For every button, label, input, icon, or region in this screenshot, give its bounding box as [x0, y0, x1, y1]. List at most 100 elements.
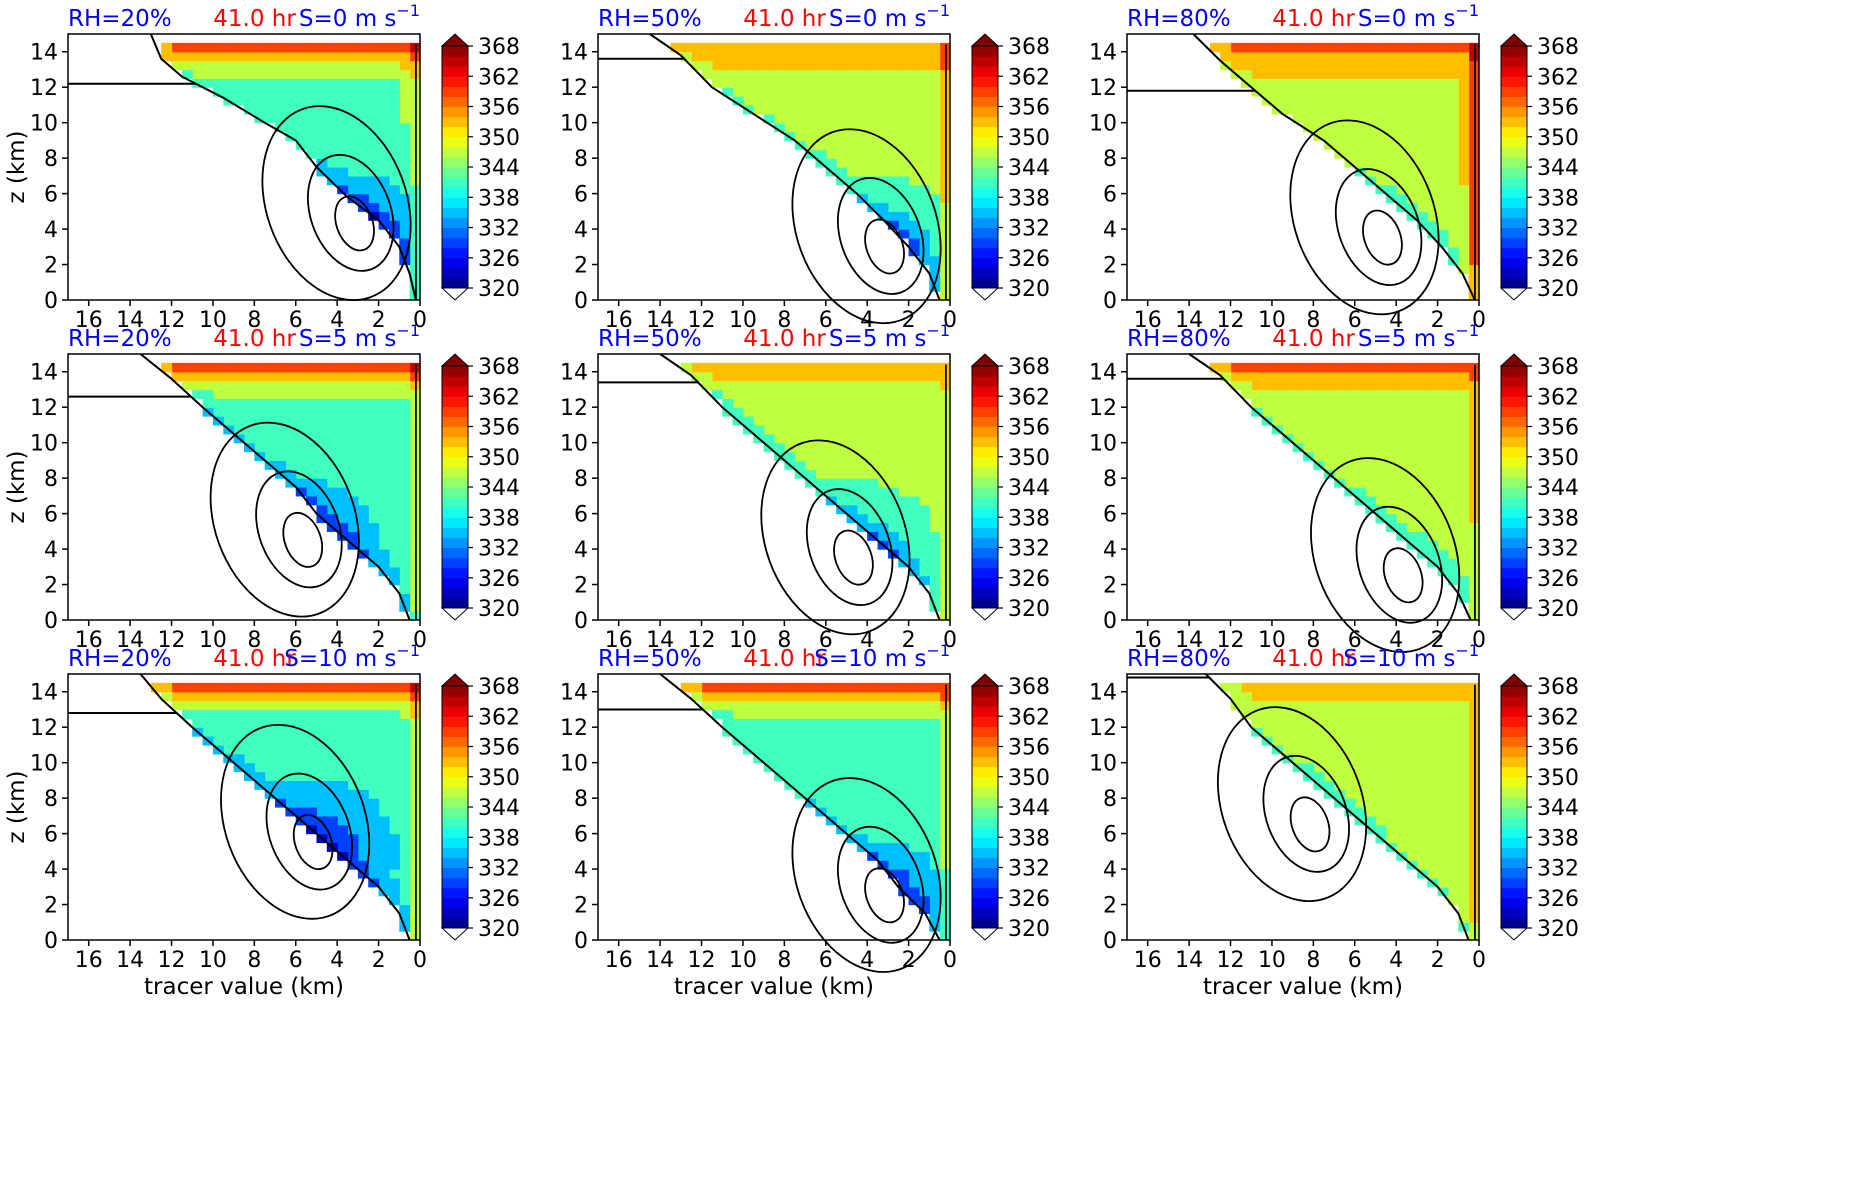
- heatmap-cell: [763, 69, 775, 79]
- heatmap-cell: [378, 495, 390, 506]
- x-tick-label: 12: [1217, 628, 1245, 653]
- heatmap-cell: [306, 87, 318, 97]
- heatmap-cell: [918, 860, 930, 870]
- heatmap-cell: [388, 442, 400, 453]
- heatmap-cell: [856, 807, 868, 817]
- heatmap-cell: [202, 60, 214, 71]
- heatmap-cell: [1396, 433, 1408, 444]
- heatmap-cell: [794, 424, 806, 435]
- heatmap-cell: [794, 736, 806, 746]
- colorbar-bin: [442, 466, 468, 478]
- heatmap-cell: [326, 762, 338, 773]
- heatmap-cell: [1354, 149, 1366, 159]
- heatmap-cell: [1406, 184, 1418, 195]
- y-axis-label: z (km): [4, 130, 30, 203]
- heatmap-cell: [244, 362, 255, 373]
- heatmap-cell: [254, 96, 266, 106]
- heatmap-cell: [1406, 87, 1418, 97]
- x-tick-label: 6: [819, 628, 833, 653]
- heatmap-cell: [1458, 904, 1470, 914]
- heatmap-cell: [223, 87, 235, 97]
- heatmap-cell: [856, 167, 868, 177]
- heatmap-cell: [399, 718, 411, 728]
- heatmap-cell: [877, 833, 889, 844]
- heatmap-cell: [753, 78, 765, 88]
- x-tick-label: 16: [75, 948, 103, 973]
- heatmap-cell: [306, 371, 318, 382]
- colorbar-tick-label: 320: [1008, 597, 1050, 622]
- heatmap-cell: [1437, 237, 1449, 248]
- heatmap-cell: [929, 762, 941, 773]
- heatmap-cell: [1354, 362, 1366, 373]
- heatmap-cell: [1427, 753, 1439, 764]
- heatmap-cell: [1437, 451, 1449, 461]
- heatmap-cell: [784, 362, 796, 373]
- heatmap-cell: [378, 736, 390, 746]
- heatmap-cell: [337, 478, 349, 488]
- heatmap-cell: [898, 184, 910, 195]
- heatmap-cell: [898, 193, 910, 204]
- heatmap-cell: [1334, 51, 1346, 62]
- colorbar-bin: [442, 776, 468, 788]
- heatmap-cell: [1406, 167, 1418, 177]
- heatmap-cell: [1427, 158, 1439, 168]
- y-tick-label: 8: [574, 467, 588, 492]
- heatmap-cell: [1334, 469, 1346, 479]
- heatmap-cell: [825, 362, 837, 373]
- heatmap-cell: [1437, 202, 1449, 212]
- heatmap-cell: [815, 744, 827, 755]
- heatmap-cell: [836, 709, 848, 719]
- heatmap-cell: [357, 495, 369, 506]
- heatmap-cell: [1323, 736, 1335, 746]
- heatmap-cell: [815, 780, 827, 790]
- heatmap-cell: [316, 718, 328, 728]
- heatmap-cell: [337, 96, 349, 106]
- heatmap-cell: [805, 727, 817, 737]
- colorbar-bin: [1501, 907, 1527, 919]
- heatmap-cell: [295, 96, 307, 106]
- heatmap-cell: [378, 504, 390, 515]
- colorbar-bin: [442, 156, 468, 168]
- heatmap-cell: [1416, 736, 1428, 746]
- heatmap-cell: [1406, 442, 1418, 453]
- colorbar-bin: [972, 686, 998, 697]
- x-tick-label: 8: [247, 628, 261, 653]
- heatmap-cell: [181, 700, 193, 711]
- heatmap-cell: [929, 531, 941, 541]
- theta-contour: [282, 511, 324, 568]
- heatmap-cell: [337, 60, 349, 71]
- heatmap-cell: [378, 416, 390, 426]
- heatmap-cell: [1375, 407, 1387, 417]
- heatmap-cell: [357, 424, 369, 435]
- heatmap-cell: [316, 78, 328, 88]
- heatmap-cell: [856, 718, 868, 728]
- heatmap-cell: [877, 51, 889, 62]
- heatmap-cell: [763, 371, 775, 382]
- heatmap-cell: [1365, 682, 1377, 693]
- heatmap-cell: [399, 522, 411, 532]
- heatmap-cell: [1375, 753, 1387, 764]
- colorbar-tick-label: 350: [478, 126, 520, 151]
- heatmap-cell: [908, 744, 920, 755]
- heatmap-cell: [171, 691, 183, 702]
- heatmap-cell: [918, 877, 930, 888]
- heatmap-cell: [399, 202, 411, 212]
- heatmap-cell: [388, 193, 400, 204]
- heatmap-cell: [1375, 113, 1387, 124]
- heatmap-cell: [192, 380, 204, 391]
- heatmap-cell: [326, 495, 338, 506]
- heatmap-cell: [399, 140, 411, 150]
- y-tick-label: 6: [1103, 183, 1117, 208]
- heatmap-cell: [1416, 140, 1428, 150]
- heatmap-cell: [223, 78, 235, 88]
- heatmap-cell: [887, 211, 899, 221]
- heatmap-cell: [295, 771, 307, 781]
- heatmap-cell: [918, 407, 930, 417]
- heatmap-cell: [732, 691, 744, 702]
- heatmap-cell: [357, 824, 369, 835]
- y-tick-label: 4: [574, 538, 588, 563]
- heatmap-cell: [908, 815, 920, 826]
- heatmap-cell: [815, 78, 827, 88]
- heatmap-cell: [877, 96, 889, 106]
- colorbar-bin: [1501, 766, 1527, 778]
